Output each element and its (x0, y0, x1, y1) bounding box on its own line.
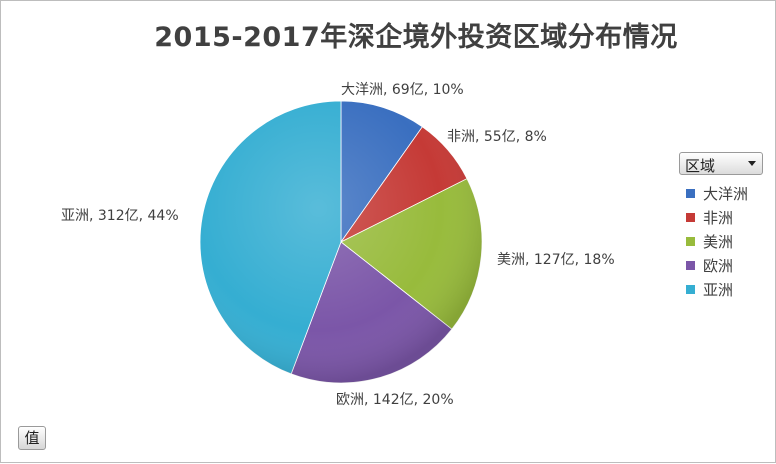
legend-item-oceania[interactable]: 大洋洲 (686, 183, 748, 207)
legend-item-america[interactable]: 美洲 (686, 231, 748, 255)
legend-label: 亚洲 (703, 281, 734, 299)
legend-filter-label: 区域 (685, 157, 716, 175)
chart-title: 2015-2017年深企境外投资区域分布情况 (154, 22, 678, 53)
legend-item-asia[interactable]: 亚洲 (686, 279, 748, 303)
legend-label: 欧洲 (703, 257, 734, 275)
data-label-europe: 欧洲, 142亿, 20% (336, 392, 454, 408)
data-label-africa: 非洲, 55亿, 8% (447, 129, 547, 145)
legend: 大洋洲 非洲 美洲 欧洲 亚洲 (686, 183, 748, 303)
legend-label: 大洋洲 (703, 185, 749, 203)
legend-swatch (686, 285, 695, 294)
legend-swatch (686, 261, 695, 270)
value-field-button[interactable]: 值 (18, 426, 46, 450)
legend-swatch (686, 213, 695, 222)
data-label-america: 美洲, 127亿, 18% (497, 252, 615, 268)
legend-swatch (686, 189, 695, 198)
data-label-asia: 亚洲, 312亿, 44% (61, 208, 179, 224)
legend-filter-button[interactable]: 区域 (679, 152, 763, 175)
legend-label: 美洲 (703, 233, 734, 251)
dropdown-arrow-icon[interactable] (748, 161, 756, 166)
legend-item-africa[interactable]: 非洲 (686, 207, 748, 231)
legend-swatch (686, 237, 695, 246)
legend-label: 非洲 (703, 209, 734, 227)
legend-item-europe[interactable]: 欧洲 (686, 255, 748, 279)
data-label-oceania: 大洋洲, 69亿, 10% (341, 82, 464, 98)
